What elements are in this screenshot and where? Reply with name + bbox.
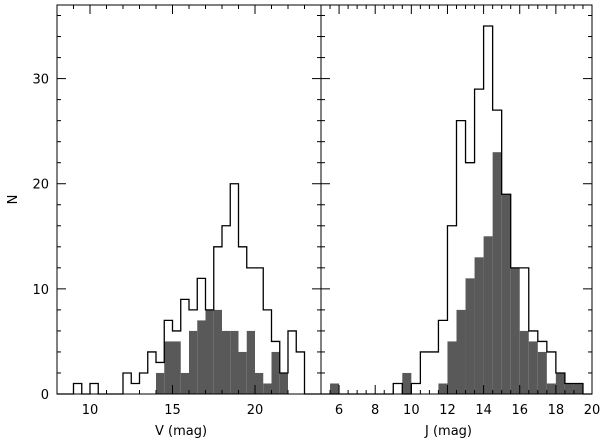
x-tick-label: 20 — [247, 403, 264, 418]
x-tick-label: 12 — [439, 403, 456, 418]
x-axis-label: J (mag) — [424, 424, 472, 439]
x-tick-label: 10 — [82, 403, 99, 418]
filled-bar — [564, 383, 574, 394]
filled-bar — [528, 341, 538, 394]
filled-bar — [546, 383, 556, 394]
filled-bar — [230, 330, 239, 394]
filled-bar — [238, 351, 247, 394]
filled-bar — [164, 341, 173, 394]
filled-bar — [222, 330, 231, 394]
filled-bar — [246, 330, 255, 394]
filled-bar — [189, 330, 198, 394]
panel-right-j-mag: 6 8 10 12 14 16 18 20 J (mag) — [320, 4, 600, 439]
y-tick-label: 30 — [32, 73, 49, 88]
filled-bar — [156, 372, 165, 394]
filled-bar — [180, 372, 189, 394]
filled-bar — [213, 309, 222, 394]
filled-bar — [279, 372, 288, 394]
x-tick-label: 6 — [335, 403, 343, 418]
filled-bar — [573, 383, 583, 394]
filled-bar — [402, 372, 412, 394]
filled-bar — [492, 152, 502, 394]
filled-bar — [271, 351, 280, 394]
filled-bar — [483, 236, 493, 394]
x-tick-label: 14 — [475, 403, 492, 418]
y-tick-label: 20 — [32, 178, 49, 193]
filled-bar — [456, 309, 466, 394]
y-axis-label: N — [6, 195, 21, 205]
y-tick-label: 0 — [41, 388, 49, 403]
filled-bar — [255, 372, 264, 394]
x-tick-label: 18 — [548, 403, 565, 418]
filled-bar — [197, 320, 206, 394]
filled-bar — [172, 341, 181, 394]
x-tick-label: 20 — [584, 403, 600, 418]
x-axis-label: V (mag) — [155, 424, 207, 439]
filled-bar — [465, 278, 475, 394]
filled-bar — [330, 383, 340, 394]
filled-bar — [519, 330, 529, 394]
filled-bar — [474, 257, 484, 394]
x-tick-label: 15 — [164, 403, 181, 418]
filled-bar — [438, 383, 448, 394]
x-tick-label: 10 — [403, 403, 420, 418]
filled-bar — [205, 309, 214, 394]
x-tick-label: 8 — [371, 403, 379, 418]
filled-bar — [263, 383, 272, 394]
filled-bar — [555, 372, 565, 394]
filled-bar — [537, 351, 547, 394]
y-tick-label: 10 — [32, 283, 49, 298]
filled-bar — [447, 341, 457, 394]
x-tick-label: 16 — [511, 403, 528, 418]
filled-bar — [510, 267, 520, 394]
filled-bar — [501, 194, 511, 394]
panel-left-v-mag: 10 15 20 0 10 20 30 N V (mag) — [6, 4, 322, 439]
